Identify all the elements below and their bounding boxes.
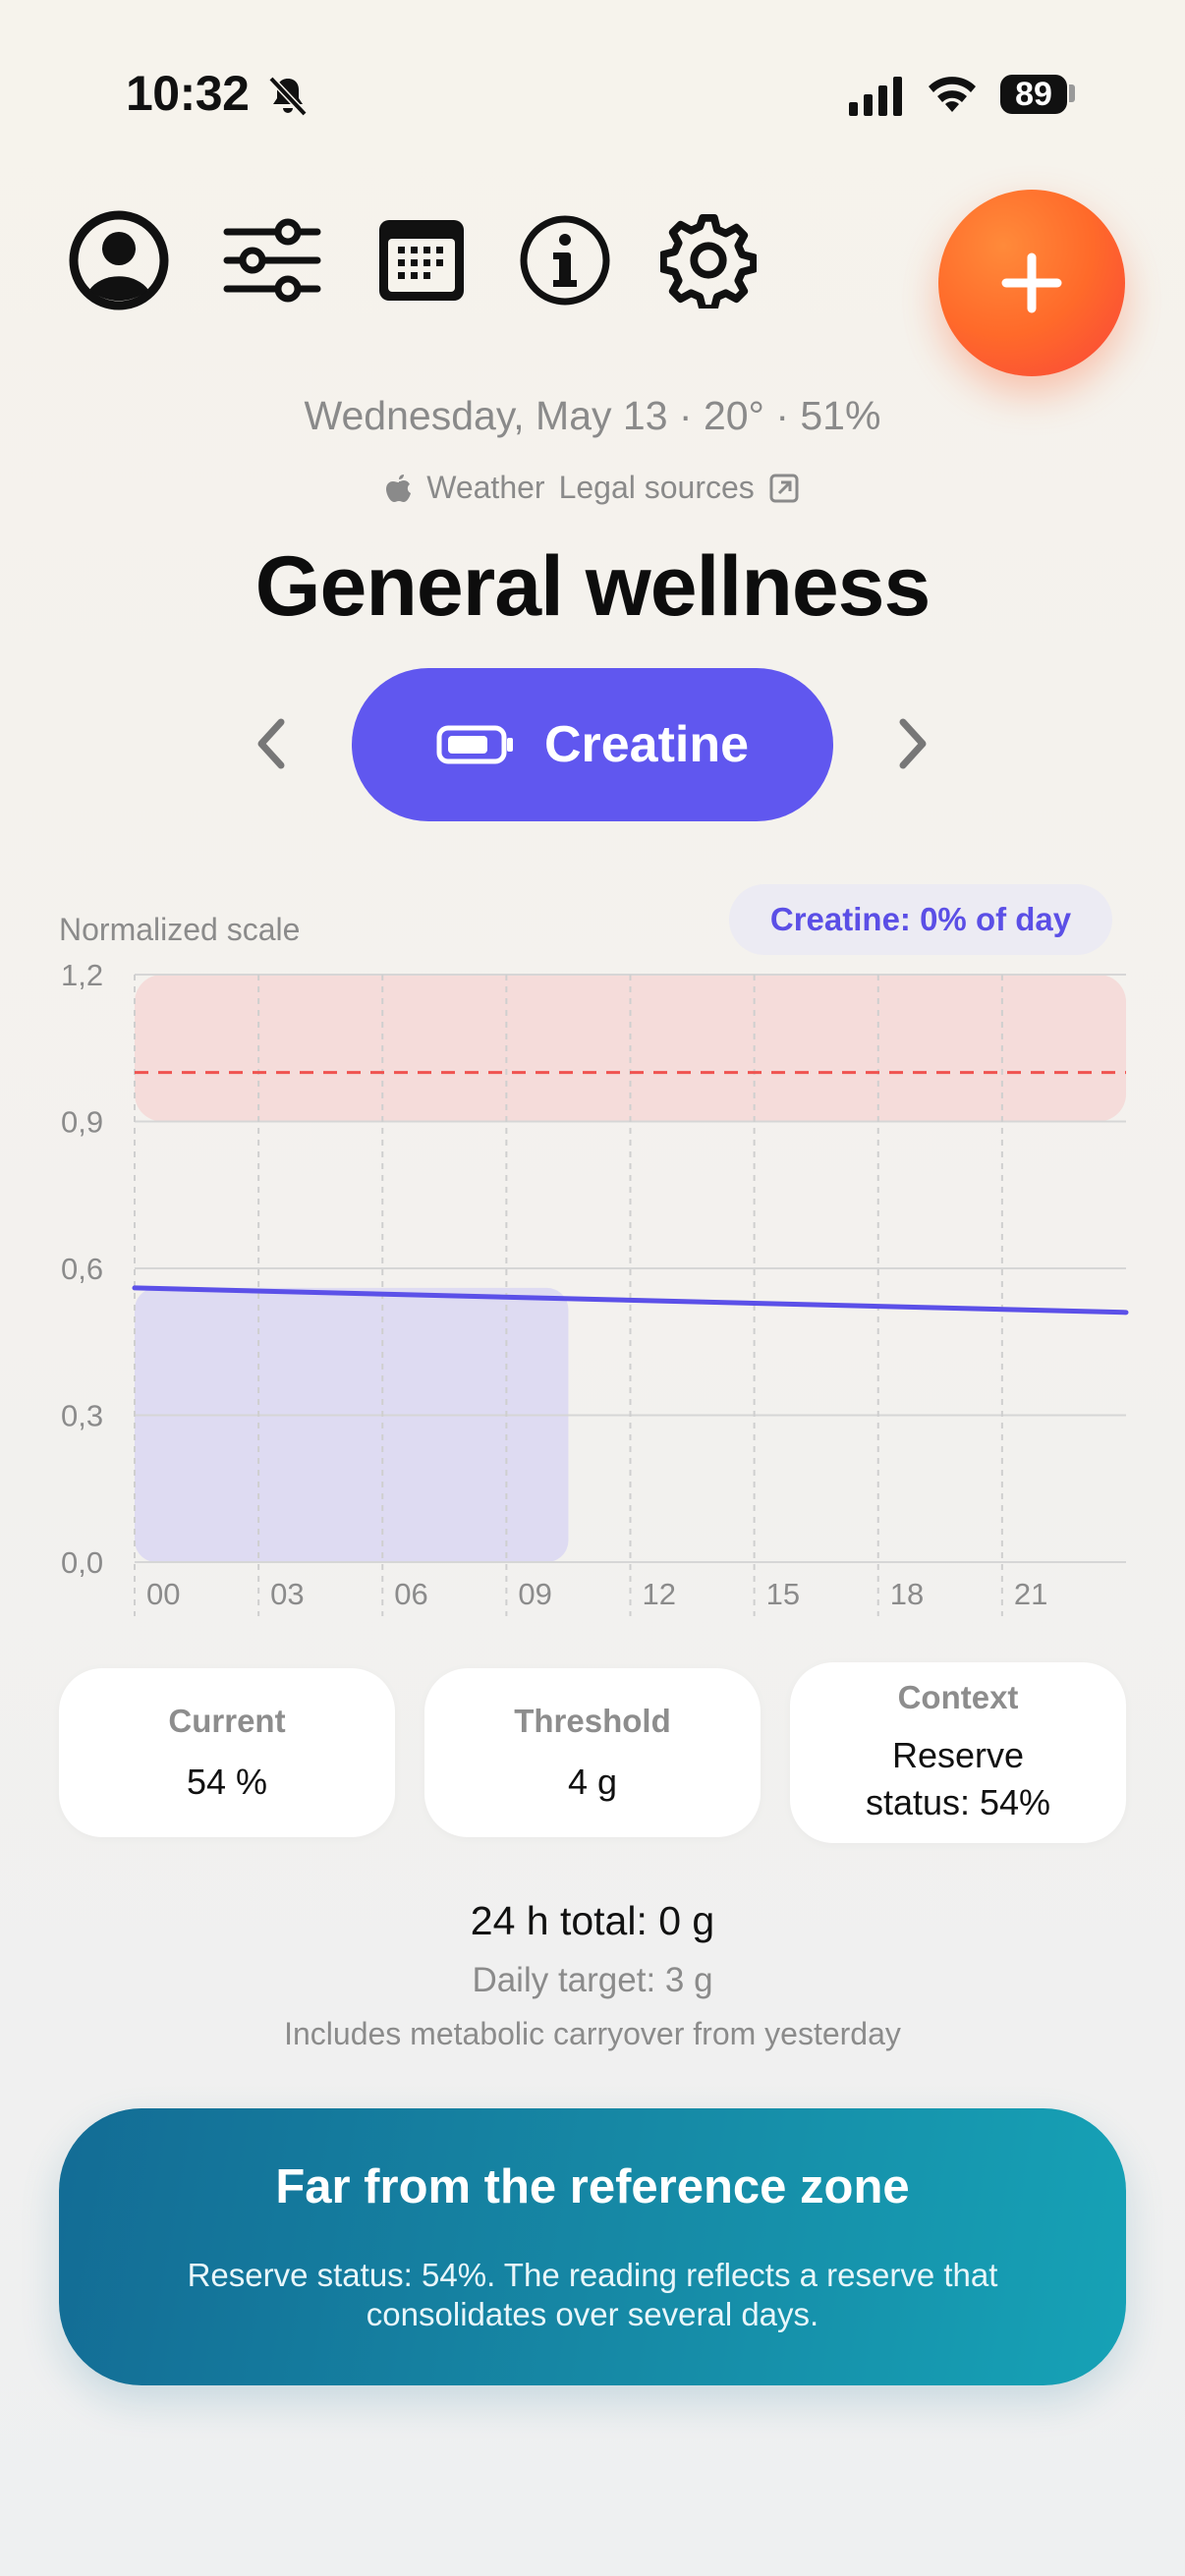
profile-button[interactable]: [65, 206, 173, 314]
status-time: 10:32: [126, 66, 250, 121]
banner-text: Reserve status: 54%. The reading reflect…: [187, 2257, 998, 2332]
stat-label: Context: [897, 1679, 1019, 1715]
selector-label: Creatine: [543, 716, 750, 773]
info-icon: [520, 215, 610, 306]
settings-button[interactable]: [654, 206, 762, 314]
y-tick-label: 0,3: [61, 1399, 103, 1433]
weather-attribution: Weather Legal sources: [0, 470, 1185, 506]
legal-sources-link[interactable]: Legal sources: [558, 470, 755, 505]
stat-value-line: Reserve: [891, 1735, 1025, 1775]
external-link-icon[interactable]: [768, 473, 800, 504]
bell-slash-icon: [268, 76, 308, 117]
add-button[interactable]: [938, 190, 1125, 376]
y-tick-label: 0,0: [61, 1545, 103, 1580]
status-banner[interactable]: [59, 2108, 1126, 2385]
wifi-icon: [929, 77, 976, 112]
chevron-left-icon: [257, 718, 285, 769]
battery-icon: [436, 725, 513, 764]
x-tick-label: 18: [890, 1577, 924, 1611]
calendar-button[interactable]: [367, 206, 476, 314]
weather-label: Weather: [426, 470, 545, 505]
stat-value: Reserve status: 54%: [866, 1732, 1050, 1826]
carryover-note: Includes metabolic carryover from yester…: [284, 2016, 901, 2051]
filters-button[interactable]: [218, 206, 326, 314]
stat-card-threshold: Threshold 4 g: [424, 1668, 761, 1837]
daily-target: Daily target: 3 g: [472, 1961, 713, 1999]
stat-label: Threshold: [514, 1703, 671, 1739]
supplement-selector[interactable]: Creatine: [352, 668, 833, 821]
sliders-icon: [223, 218, 321, 303]
stat-value: 4 g: [567, 1762, 618, 1802]
apple-logo-icon: [386, 474, 412, 502]
next-button[interactable]: [878, 709, 947, 778]
daily-share-chip: Creatine: 0% of day: [729, 884, 1112, 955]
info-button[interactable]: [511, 206, 619, 314]
previous-button[interactable]: [237, 709, 306, 778]
y-tick-label: 0,9: [61, 1105, 103, 1140]
chart-scale-label: Normalized scale: [59, 912, 301, 947]
battery-nub: [1069, 84, 1075, 102]
stat-label: Current: [168, 1703, 286, 1739]
profile-icon: [69, 210, 169, 310]
x-tick-label: 00: [146, 1577, 180, 1611]
stat-card-context: Context Reserve status: 54%: [790, 1662, 1126, 1843]
plus-icon: [1001, 252, 1062, 313]
concentration-chart: 0,0 0,3 0,6 0,9 1,2 00 03 06 09 12 15 18 21: [61, 958, 1129, 1616]
calendar-icon: [379, 220, 464, 301]
date-weather-line: Wednesday, May 13 · 20° · 51%: [304, 393, 881, 438]
daily-total: 24 h total: 0 g: [470, 1898, 715, 1943]
stat-value: 54 %: [186, 1762, 268, 1802]
stat-value-line: status: 54%: [865, 1782, 1051, 1822]
cellular-signal-icon: [849, 77, 902, 116]
y-tick-label: 0,6: [61, 1252, 103, 1286]
battery-icon: 89: [1000, 75, 1067, 114]
series-line: [132, 1285, 1129, 1316]
banner-title: Far from the reference zone: [275, 2160, 910, 2213]
x-tick-label: 09: [518, 1577, 551, 1611]
chevron-right-icon: [899, 718, 927, 769]
x-tick-label: 12: [643, 1577, 676, 1611]
page-title: General wellness: [254, 539, 931, 634]
x-tick-label: 03: [270, 1577, 304, 1611]
x-tick-label: 15: [766, 1577, 800, 1611]
consumed-area: [135, 1287, 569, 1562]
stat-card-current: Current 54 %: [59, 1668, 395, 1837]
x-tick-label: 06: [394, 1577, 427, 1611]
gear-icon: [660, 213, 757, 308]
x-tick-label: 21: [1014, 1577, 1047, 1611]
y-tick-label: 1,2: [61, 958, 103, 992]
